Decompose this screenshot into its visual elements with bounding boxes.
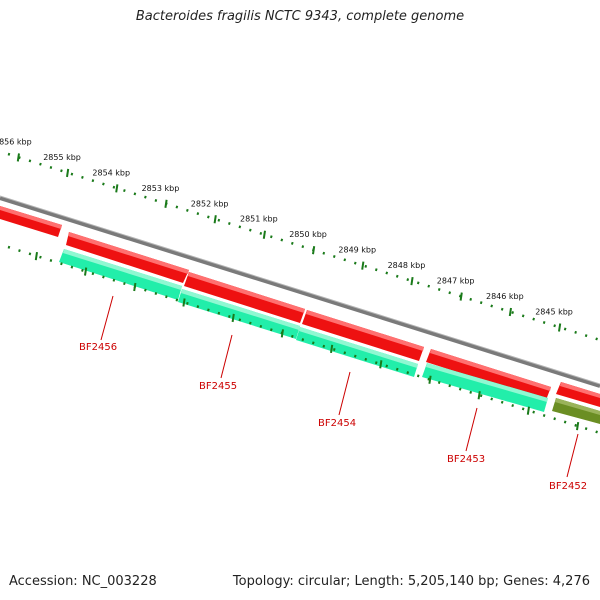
ruler-label: 2855 kbp [43,153,81,162]
reverse-gene-highlight [63,249,182,290]
ruler-tick [66,168,70,178]
ruler-tick [508,307,512,317]
gene-label-bf2452: BF2452 [549,481,587,492]
ruler-label: 2846 kbp [486,292,524,301]
gene-label-bf2454: BF2454 [318,418,356,429]
ruler-label: 2854 kbp [92,168,130,177]
forward-gene [426,349,551,400]
map-title: Bacteroides fragilis NCTC 9343, complete… [135,9,465,24]
forward-gene-highlight [430,349,551,391]
ruler-tick [16,153,20,162]
gene-leader-line [338,371,351,416]
ruler-tick [477,391,481,400]
gene-label-bf2455: BF2455 [199,381,237,392]
gene-leader-line [566,433,579,478]
ruler-tick [379,360,383,369]
gene-label-bf2456: BF2456 [79,342,117,353]
ruler-label: 2845 kbp [535,307,573,316]
outer-ruler-dots [7,152,600,342]
inner-ruler-ticks [34,251,580,431]
genome-summary-text: Topology: circular; Length: 5,205,140 bp… [232,574,590,589]
ruler-tick [459,292,463,301]
ruler-tick [262,230,266,239]
forward-gene [302,310,424,361]
outer-ruler-ticks [16,153,562,332]
gene-leader-line [465,407,478,452]
forward-gene-highlight [188,272,305,313]
ruler-tick [182,298,186,307]
ruler-tick [213,215,217,224]
ruler-label: 2848 kbp [388,261,426,270]
reverse-strand-genes [59,249,600,424]
forward-gene [184,272,305,323]
outer-ruler: 2856 kbp 2855 kbp 2854 kbp 2853 kbp 2852 kbp… [0,137,600,342]
forward-gene-highlight [560,382,600,398]
ruler-tick [312,246,316,255]
reverse-gene-highlight [299,327,418,368]
gene-leader-line [220,334,233,379]
genome-backbone-highlight [0,195,600,385]
forward-gene-highlight [68,232,189,274]
forward-gene [556,382,600,407]
ruler-tick [133,282,137,292]
gene-leader-line [100,295,114,341]
ruler-tick [164,199,168,208]
ruler-label: 2853 kbp [142,184,180,193]
ruler-tick [115,184,119,193]
ruler-tick [576,422,580,431]
gene-labels-group: BF2456 BF2455 BF2454 BF2453 BF2452 [79,295,587,492]
ruler-label: 2849 kbp [338,246,376,255]
ruler-labels: 2856 kbp 2855 kbp 2854 kbp 2853 kbp 2852 kbp… [0,137,573,316]
ruler-label: 2850 kbp [289,230,327,239]
forward-strand-genes [0,206,600,407]
forward-gene-highlight [0,206,62,229]
accession-text: Accession: NC_003228 [9,574,157,589]
ruler-tick [410,276,414,286]
ruler-tick [330,344,334,354]
ruler-label: 2847 kbp [437,277,475,286]
inner-ruler-dots [7,245,600,435]
ruler-tick [428,375,432,384]
reverse-gene-highlight [181,289,300,330]
ruler-tick [84,267,88,276]
ruler-label: 2856 kbp [0,137,32,146]
reverse-gene-highlight [426,363,548,402]
other-gene-highlight [555,398,600,415]
ruler-label: 2852 kbp [191,199,229,208]
ruler-tick [280,329,284,338]
genome-backbone [0,196,600,388]
inner-ruler [7,245,600,435]
reverse-gene [59,249,182,300]
forward-gene-highlight [306,310,424,351]
ruler-tick [231,313,235,323]
ruler-tick [34,251,38,261]
ruler-tick [558,323,562,332]
ruler-tick [361,261,365,270]
ruler-label: 2851 kbp [240,215,278,224]
ruler-tick [526,406,530,415]
reverse-gene [422,363,548,412]
gene-label-bf2453: BF2453 [447,454,485,465]
